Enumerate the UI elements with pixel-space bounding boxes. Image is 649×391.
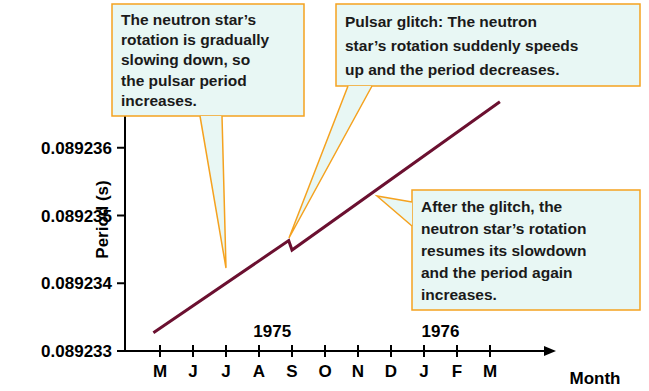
callout-text: up and the period decreases.	[345, 61, 559, 78]
callout-pointer-fill	[289, 86, 372, 238]
x-axis-label: Month	[570, 369, 621, 388]
callout-text: After the glitch, the	[421, 198, 563, 215]
x-tick-label: O	[318, 362, 331, 381]
callout-box	[412, 190, 640, 310]
callout: The neutron star’s rotation is gradually s…	[112, 4, 304, 268]
callout-pointer-fill	[200, 116, 226, 268]
y-tick	[117, 350, 125, 352]
callout-text: neutron star’s rotation	[421, 220, 586, 237]
x-tick	[390, 345, 392, 357]
y-tick-label: 0.089236	[41, 139, 112, 158]
x-tick-label: F	[452, 362, 462, 381]
callout-text: and the period again	[421, 264, 573, 281]
callout-text: Pulsar glitch: The neutron	[345, 13, 537, 30]
x-tick-label: A	[253, 362, 265, 381]
y-axis-label: Period (s)	[93, 180, 112, 258]
x-tick-label: M	[483, 362, 497, 381]
y-axis	[124, 86, 126, 351]
x-tick-label: J	[188, 362, 197, 381]
callout-text: The neutron star’s	[121, 11, 256, 28]
x-tick	[225, 345, 227, 357]
callout-box	[336, 4, 640, 86]
x-tick	[159, 345, 161, 357]
x-tick	[489, 345, 491, 357]
x-tick-label: J	[419, 362, 428, 381]
callout-text: star’s rotation suddenly speeds	[345, 37, 578, 54]
x-tick	[258, 345, 260, 357]
x-axis	[125, 350, 548, 352]
x-tick-label: M	[153, 362, 167, 381]
x-axis-arrow	[544, 346, 556, 356]
x-tick-label: N	[352, 362, 364, 381]
x-tick	[357, 345, 359, 357]
year-label: 1976	[422, 322, 460, 341]
x-tick	[324, 345, 326, 357]
callout-text: increases.	[121, 92, 197, 109]
chart: 0.0892330.0892340.0892350.089236MJJASOND…	[0, 0, 649, 391]
callout-pointer	[289, 86, 372, 238]
year-label: 1975	[253, 322, 291, 341]
y-tick	[117, 215, 125, 217]
callout: After the glitch, the neutron star’s rota…	[377, 190, 640, 310]
callout-text: increases.	[421, 286, 497, 303]
x-tick	[423, 345, 425, 357]
x-tick	[456, 345, 458, 357]
callout-pointer	[377, 196, 412, 226]
y-tick-label: 0.089233	[41, 342, 112, 361]
x-tick-label: J	[221, 362, 230, 381]
callout-pointer	[200, 116, 226, 268]
callout-text: the pulsar period	[121, 72, 247, 89]
y-tick	[117, 282, 125, 284]
callout-pointer-fill	[377, 196, 412, 226]
x-tick-label: S	[286, 362, 297, 381]
callout-box	[112, 4, 304, 116]
x-tick	[192, 345, 194, 357]
x-tick	[291, 345, 293, 357]
callout-text: resumes its slowdown	[421, 242, 586, 259]
x-tick-label: D	[385, 362, 397, 381]
y-tick	[117, 147, 125, 149]
callout-text: slowing down, so	[121, 51, 250, 68]
y-tick-label: 0.089234	[41, 274, 112, 293]
callout-text: rotation is gradually	[121, 31, 270, 48]
